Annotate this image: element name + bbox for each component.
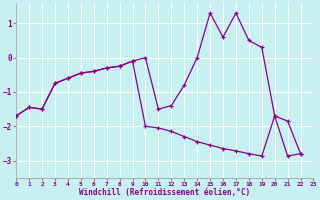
X-axis label: Windchill (Refroidissement éolien,°C): Windchill (Refroidissement éolien,°C): [79, 188, 250, 197]
